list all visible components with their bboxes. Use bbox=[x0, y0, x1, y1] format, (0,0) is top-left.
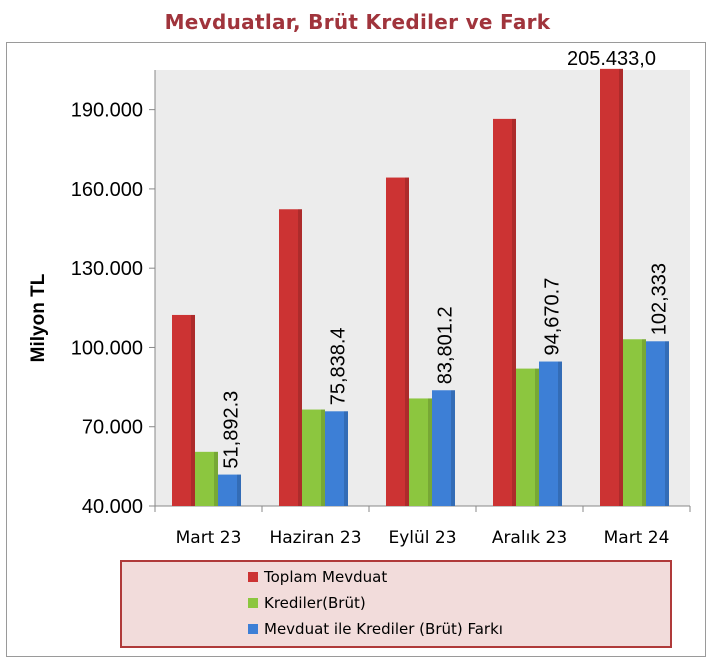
bar-shade bbox=[191, 314, 195, 506]
bar-shade bbox=[237, 474, 241, 506]
data-label: 83,801.2 bbox=[435, 306, 457, 384]
x-tick-label: Haziran 23 bbox=[269, 528, 361, 548]
bar-shade bbox=[428, 398, 432, 506]
data-label: 75,838.4 bbox=[328, 327, 350, 405]
bar-shade bbox=[535, 368, 539, 506]
bar-1 bbox=[493, 118, 516, 506]
bar-shade bbox=[665, 341, 669, 506]
y-tick-label: 100.000 bbox=[71, 337, 143, 359]
data-label: 102,333 bbox=[649, 263, 671, 335]
y-tick-label: 70.000 bbox=[82, 417, 143, 439]
bar-3 bbox=[646, 341, 669, 506]
bar-3 bbox=[218, 474, 241, 506]
bar-shade bbox=[214, 451, 218, 506]
legend-swatch bbox=[248, 624, 258, 634]
bar-1 bbox=[172, 314, 195, 506]
bar-2 bbox=[195, 451, 218, 506]
bar-2 bbox=[516, 368, 539, 506]
bar-shade bbox=[344, 411, 348, 506]
bar-2 bbox=[623, 339, 646, 506]
data-label: 51,892.3 bbox=[221, 391, 243, 469]
bar-3 bbox=[539, 361, 562, 506]
legend-label: Toplam Mevduat bbox=[264, 568, 388, 586]
legend-label: Krediler(Brüt) bbox=[264, 594, 366, 612]
bar-3 bbox=[432, 390, 455, 506]
legend-swatch bbox=[248, 598, 258, 608]
bar-1 bbox=[279, 209, 302, 507]
bar-3 bbox=[325, 411, 348, 506]
bar-1 bbox=[600, 68, 623, 506]
chart-title: Mevduatlar, Brüt Krediler ve Fark bbox=[164, 10, 551, 34]
x-tick-label: Mart 23 bbox=[176, 528, 242, 548]
legend-item: Krediler(Brüt) bbox=[248, 592, 366, 614]
bar-shade bbox=[558, 361, 562, 506]
y-tick-label: 160.000 bbox=[71, 179, 143, 201]
y-axis-title: Milyon TL bbox=[28, 273, 49, 362]
x-tick-label: Mart 24 bbox=[604, 528, 670, 548]
bar-shade bbox=[298, 209, 302, 507]
x-tick-label: Aralık 23 bbox=[492, 528, 567, 548]
chart-legend bbox=[120, 560, 672, 648]
bar-shade bbox=[321, 409, 325, 506]
legend-item: Mevduat ile Krediler (Brüt) Farkı bbox=[248, 618, 503, 640]
x-tick-label: Eylül 23 bbox=[388, 528, 456, 548]
legend-swatch bbox=[248, 572, 258, 582]
bar-shade bbox=[451, 390, 455, 506]
y-tick-label: 130.000 bbox=[71, 258, 143, 280]
legend-item: Toplam Mevduat bbox=[248, 566, 387, 588]
bar-shade bbox=[642, 339, 646, 506]
data-label: 94,670.7 bbox=[542, 278, 564, 356]
y-tick-label: 190.000 bbox=[71, 100, 143, 122]
bar-1 bbox=[386, 177, 409, 506]
data-label: 205.433,0 bbox=[567, 48, 656, 70]
legend-label: Mevduat ile Krediler (Brüt) Farkı bbox=[264, 620, 503, 638]
bar-2 bbox=[409, 398, 432, 506]
bar-shade bbox=[619, 68, 623, 506]
bar-shade bbox=[405, 177, 409, 506]
bar-2 bbox=[302, 409, 325, 506]
bar-shade bbox=[512, 118, 516, 506]
y-tick-label: 40.000 bbox=[82, 496, 143, 518]
